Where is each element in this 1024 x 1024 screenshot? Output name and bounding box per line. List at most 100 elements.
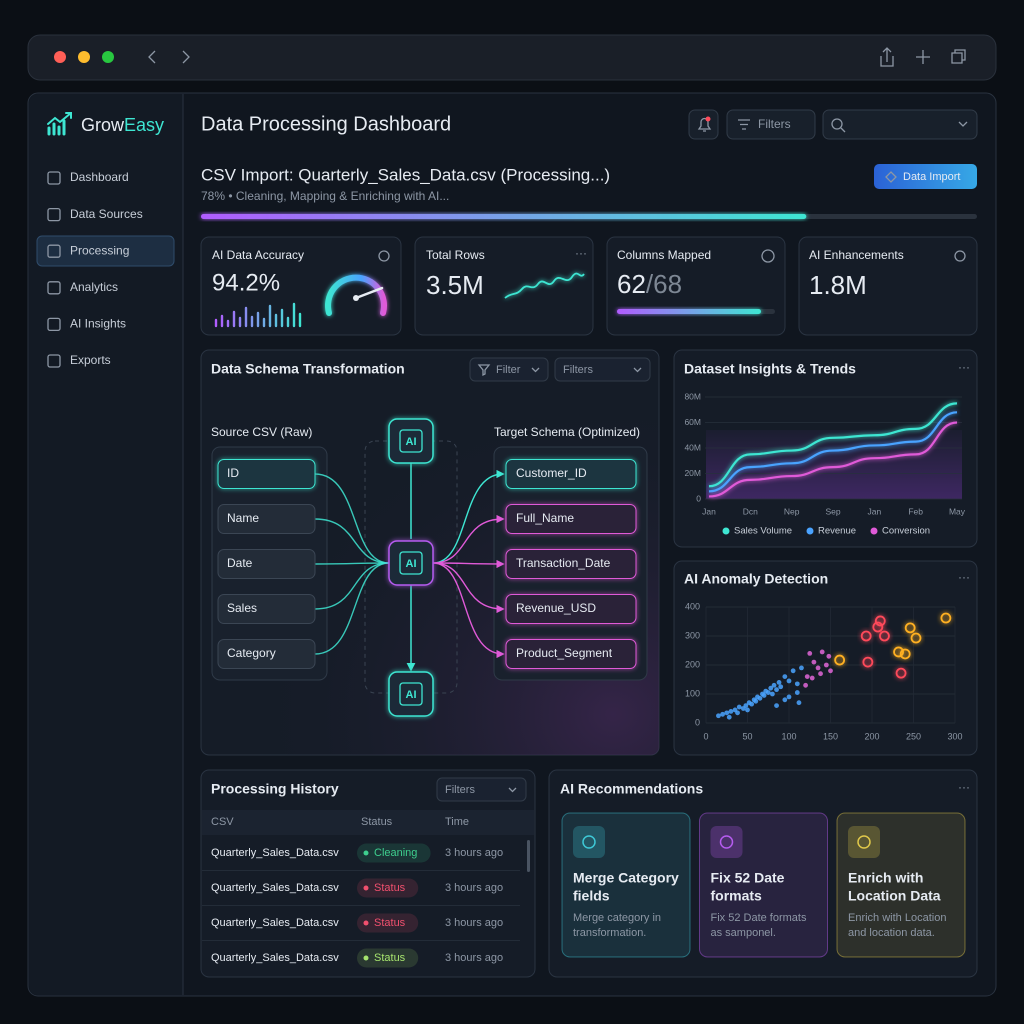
nav-item[interactable]: Processing <box>47 243 129 258</box>
more-menu[interactable]: ··· <box>958 360 970 374</box>
nav-label: Exports <box>70 353 111 367</box>
target-link <box>432 514 505 564</box>
rows-sparkline <box>504 272 585 299</box>
x-tick-label: Jan <box>867 506 881 516</box>
recommendation-icon-glyph <box>857 835 871 849</box>
scatter-point <box>826 653 832 659</box>
x-tick-label: 300 <box>947 731 962 741</box>
browser-bar <box>27 34 997 81</box>
nav-item[interactable]: Dashboard <box>47 170 129 185</box>
series-line <box>708 421 958 498</box>
more-menu[interactable]: ··· <box>575 246 587 260</box>
target-link <box>432 469 505 564</box>
nav-active-highlight <box>36 235 175 267</box>
status-dot <box>363 920 369 926</box>
close-button[interactable] <box>54 51 66 63</box>
new-tab-button[interactable] <box>916 50 930 64</box>
source-field[interactable] <box>217 504 316 534</box>
recommendation-card[interactable]: Fix 52 Date formats Fix 52 Date formats as … <box>699 812 828 958</box>
scatter-point <box>771 682 777 688</box>
logo <box>47 112 72 136</box>
recommendation-card[interactable]: Merge Category fields Merge category in tra… <box>561 812 691 958</box>
share-button[interactable] <box>880 47 894 67</box>
recommendation-card[interactable]: Enrich with Location Data Enrich with Loca… <box>836 812 966 958</box>
nav-item[interactable]: Data Sources <box>47 207 143 222</box>
history-filters[interactable]: Filters <box>436 777 527 802</box>
source-field[interactable] <box>217 639 316 669</box>
source-field-label: Sales <box>227 601 257 615</box>
scatter-point <box>757 695 763 701</box>
back-button[interactable] <box>148 50 156 64</box>
scrollbar[interactable] <box>527 840 530 872</box>
scatter-point <box>782 697 788 703</box>
target-field[interactable] <box>505 639 637 669</box>
settings-icon[interactable] <box>378 250 390 262</box>
scatter-point <box>768 685 774 691</box>
notifications-button[interactable] <box>688 109 719 140</box>
recommendation-icon-glyph <box>582 835 596 849</box>
file-name: Quarterly_Sales_Data.csv <box>211 847 339 859</box>
recommendation-icon-glyph <box>719 835 734 849</box>
nav-item[interactable]: Analytics <box>47 280 118 295</box>
time-label: 3 hours ago <box>445 847 503 859</box>
ai-chip <box>388 418 434 464</box>
filters-button[interactable]: Filters <box>726 109 816 140</box>
data-import-button[interactable]: Data Import <box>874 164 977 189</box>
kpi-label: Columns Mapped <box>617 248 711 262</box>
target-field-label: Product_Segment <box>516 646 613 660</box>
scatter-point <box>765 690 771 695</box>
source-field[interactable] <box>217 594 316 624</box>
kpi-label: Total Rows <box>426 248 485 262</box>
time-label: 3 hours ago <box>445 882 503 894</box>
source-field[interactable] <box>217 459 316 489</box>
target-field[interactable] <box>505 594 637 624</box>
nav-icon <box>47 171 61 185</box>
nav-label: Analytics <box>70 280 118 294</box>
column-header: Time <box>445 816 469 828</box>
nav-item[interactable]: Exports <box>47 353 111 368</box>
minimize-button[interactable] <box>78 51 90 63</box>
forward-button[interactable] <box>182 50 190 64</box>
target-field[interactable] <box>505 549 637 579</box>
column-header: CSV <box>211 816 234 828</box>
scatter-point <box>804 674 810 679</box>
search-box[interactable] <box>822 109 978 140</box>
ai-chip <box>388 671 434 717</box>
status-label: Status <box>374 952 406 964</box>
x-tick-label: May <box>949 506 966 516</box>
scatter-point <box>786 678 792 684</box>
x-tick-label: Jan <box>702 506 716 516</box>
recommendation-icon <box>710 826 743 858</box>
scatter-point <box>799 665 804 671</box>
column-header: Status <box>361 816 393 828</box>
nav-label: AI Insights <box>70 317 126 331</box>
nav-item[interactable]: AI Insights <box>47 317 126 332</box>
target-field[interactable] <box>505 504 637 534</box>
ai-chip-core <box>399 551 423 575</box>
y-tick-label: 100 <box>685 688 700 698</box>
nav-label: Processing <box>70 243 129 257</box>
tabs-button[interactable] <box>951 49 966 64</box>
source-field[interactable] <box>217 549 316 579</box>
settings-icon[interactable] <box>954 250 966 262</box>
source-link <box>314 562 390 610</box>
scatter-point <box>895 667 907 679</box>
scatter-point <box>862 656 874 668</box>
info-icon[interactable] <box>761 249 775 263</box>
filter-dropdown[interactable]: Filter <box>469 357 549 382</box>
scatter-point <box>828 668 833 674</box>
legend-label: Revenue <box>818 526 856 537</box>
scatter-point <box>940 612 952 624</box>
maximize-button[interactable] <box>102 51 114 63</box>
status-label: Cleaning <box>374 847 417 859</box>
recommendation-icon <box>848 826 880 858</box>
page-title: Data Processing Dashboard <box>201 113 451 135</box>
more-menu[interactable]: ··· <box>958 570 970 584</box>
more-menu[interactable]: ··· <box>958 780 970 794</box>
chart-title: Dataset Insights & Trends <box>684 361 856 377</box>
scatter-point <box>753 698 759 704</box>
scatter-point <box>743 703 749 708</box>
anomaly-card <box>673 560 978 756</box>
filters-dropdown[interactable]: Filters <box>554 357 651 382</box>
target-field[interactable] <box>505 459 637 489</box>
